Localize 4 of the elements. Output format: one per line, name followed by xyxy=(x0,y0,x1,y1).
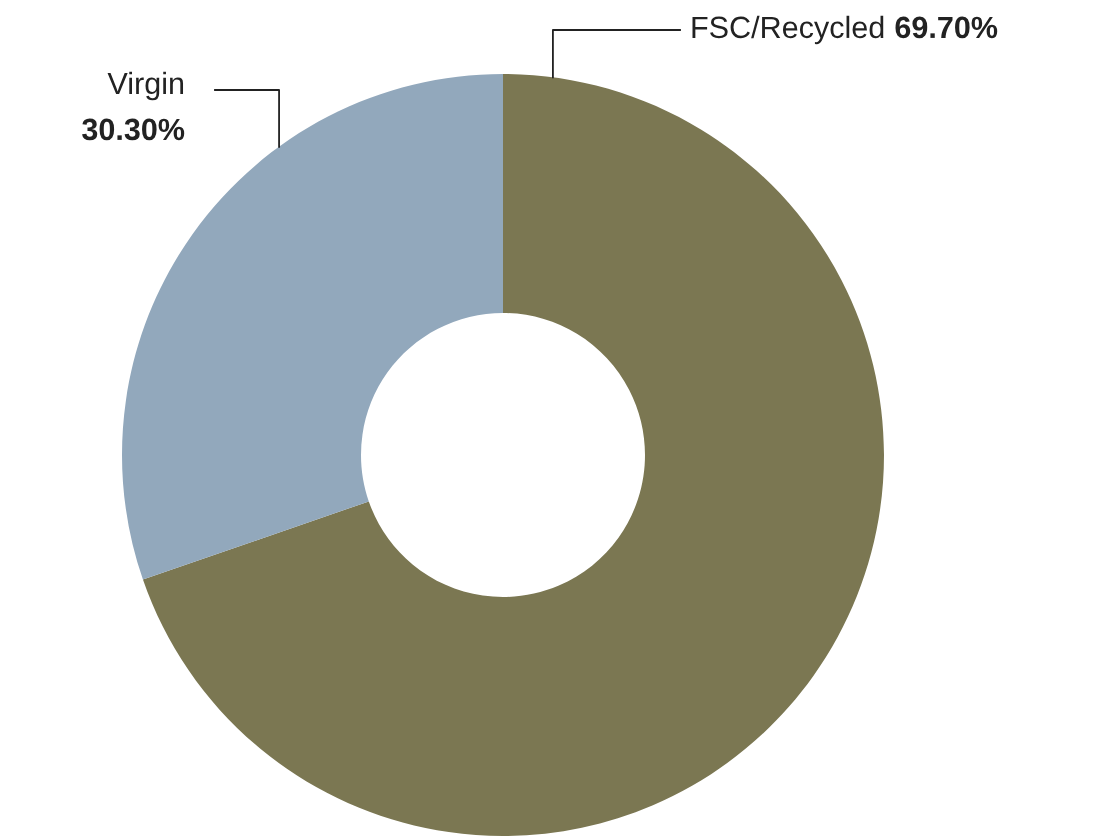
slice-label: FSC/Recycled xyxy=(692,15,884,45)
slice-label: Virgin xyxy=(107,71,184,101)
data-label: 30.30% xyxy=(82,118,185,141)
data-label: 69.70% xyxy=(895,16,998,39)
